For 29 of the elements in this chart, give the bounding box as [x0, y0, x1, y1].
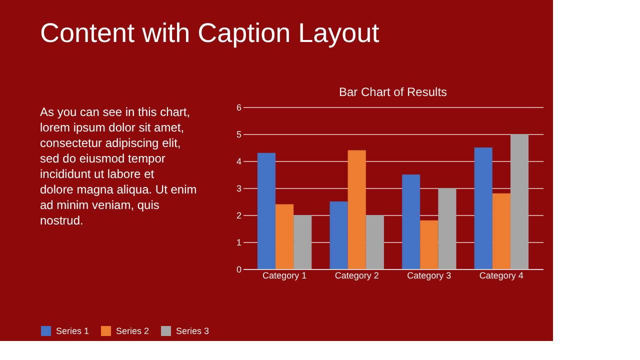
- y-tick-label: 3: [236, 184, 242, 194]
- x-tick-label: Category 1: [262, 270, 307, 280]
- x-tick-label: Category 3: [407, 270, 452, 280]
- bar: [257, 152, 276, 269]
- y-tick-label: 4: [236, 156, 242, 166]
- bar: [348, 150, 366, 269]
- legend-label: Series 2: [116, 326, 150, 336]
- bar: [366, 215, 384, 269]
- y-tick-label: 0: [236, 264, 242, 274]
- y-tick-label: 2: [236, 210, 242, 220]
- bar: [294, 215, 312, 269]
- bar: [510, 134, 529, 269]
- x-tick-label: Category 4: [479, 270, 524, 280]
- bar: [330, 202, 348, 269]
- bar: [492, 193, 510, 269]
- text: As you can see in this chart, lorem ipsum dolor sit amet, consectetur adipiscing elit, sed do eiusmod tempor incididunt ut labore et dolore magna aliqua. Ut enim ad minim veniam, quis nostrud.: [40, 105, 197, 228]
- legend-label: Series 1: [56, 326, 90, 336]
- x-tick-label: Category 2: [334, 270, 379, 280]
- bar: [420, 220, 438, 269]
- y-tick-label: 1: [236, 238, 242, 248]
- bar: [438, 188, 456, 269]
- legend-label: Series 3: [176, 326, 210, 336]
- bar: [276, 204, 294, 269]
- text: Content with Caption Layout: [40, 18, 380, 48]
- bar: [474, 148, 492, 269]
- bar: [402, 174, 420, 269]
- chart-title: Bar Chart of Results: [338, 85, 448, 99]
- y-tick-label: 5: [236, 130, 242, 140]
- y-tick-label: 6: [236, 102, 242, 112]
